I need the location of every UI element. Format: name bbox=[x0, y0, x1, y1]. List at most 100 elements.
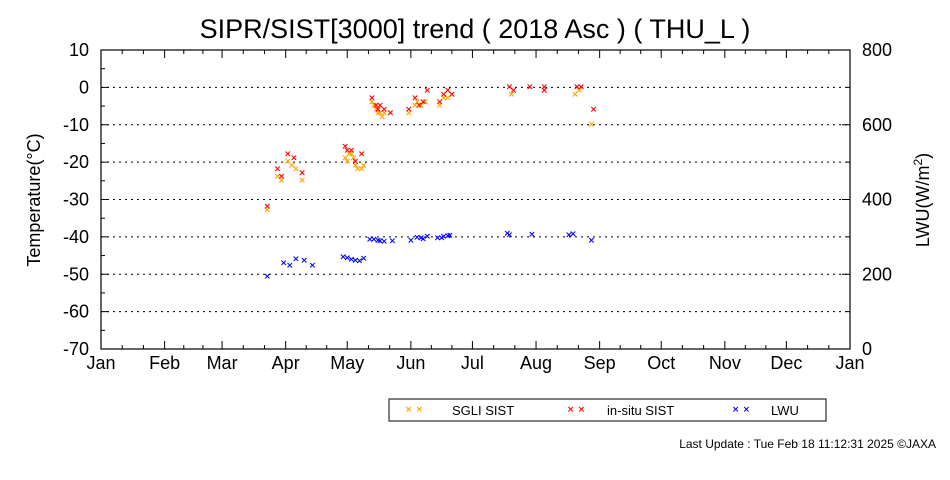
insitu-point: × bbox=[415, 101, 423, 111]
insitu-point: × bbox=[374, 105, 382, 115]
sgli-point: × bbox=[413, 97, 421, 107]
y-axis-label-left: Temperature(°C) bbox=[24, 133, 44, 266]
lwu-point: × bbox=[569, 230, 577, 240]
y-left-ticks: 10 0 -10 -20 -30 -40 -50 -60 -70 bbox=[63, 40, 109, 359]
legend-marker-insitu: × × bbox=[567, 405, 585, 415]
sgli-point: × bbox=[368, 97, 376, 107]
sgli-point: × bbox=[372, 105, 380, 115]
y-left-tick-label: -50 bbox=[63, 264, 89, 284]
sgli-point: × bbox=[292, 165, 300, 175]
insitu-point: × bbox=[290, 153, 298, 163]
lwu-point: × bbox=[565, 230, 573, 240]
y-left-tick-label: 10 bbox=[69, 40, 89, 60]
lwu-point: × bbox=[434, 234, 442, 244]
chart-title: SIPR/SIST[3000] trend ( 2018 Asc ) ( THU… bbox=[200, 14, 751, 44]
y-left-tick-label: -10 bbox=[63, 115, 89, 135]
y-left-tick-label: -70 bbox=[63, 339, 89, 359]
y-right-tick-label: 400 bbox=[862, 190, 892, 210]
insitu-point: × bbox=[274, 165, 282, 175]
insitu-point: × bbox=[405, 105, 413, 115]
x-tick-label: Feb bbox=[149, 353, 180, 373]
lwu-point: × bbox=[504, 229, 512, 239]
legend-label-insitu: in-situ SIST bbox=[607, 403, 674, 418]
lwu-point: × bbox=[528, 230, 536, 240]
lwu-point: × bbox=[292, 254, 300, 264]
y-left-tick-label: -40 bbox=[63, 227, 89, 247]
lwu-point: × bbox=[309, 261, 317, 271]
y-left-tick-label: -30 bbox=[63, 190, 89, 210]
legend-box bbox=[388, 398, 827, 422]
sgli-point: × bbox=[588, 120, 596, 130]
legend-label-lwu: LWU bbox=[771, 403, 799, 418]
lwu-point: × bbox=[588, 236, 596, 246]
lwu-point: × bbox=[374, 236, 382, 246]
lwu-point: × bbox=[444, 232, 452, 242]
sgli-point: × bbox=[288, 161, 296, 171]
x-tick-label: Aug bbox=[520, 353, 552, 373]
x-tick-label: Jan bbox=[86, 353, 115, 373]
lwu-point: × bbox=[286, 261, 294, 271]
legend-label-sgli: SGLI SIST bbox=[452, 403, 514, 418]
insitu-point: × bbox=[372, 101, 380, 111]
sgli-point: × bbox=[263, 206, 271, 216]
x-tick-label: Nov bbox=[709, 353, 741, 373]
insitu-point: × bbox=[298, 168, 306, 178]
insitu-point: × bbox=[411, 94, 419, 104]
sgli-point: × bbox=[387, 109, 395, 119]
x-tick-label: Jan bbox=[835, 353, 864, 373]
lwu-point: × bbox=[280, 258, 288, 268]
sgli-point: × bbox=[370, 101, 378, 111]
insitu-point: × bbox=[343, 146, 351, 156]
sgli-point: × bbox=[343, 157, 351, 167]
insitu-point: × bbox=[284, 150, 292, 160]
sgli-point: × bbox=[444, 94, 452, 104]
lwu-point: × bbox=[376, 237, 384, 247]
lwu-point: × bbox=[380, 237, 388, 247]
sgli-point: × bbox=[298, 176, 306, 186]
x-tick-label: Sep bbox=[584, 353, 616, 373]
insitu-point: × bbox=[510, 86, 518, 96]
sgli-point: × bbox=[350, 153, 358, 163]
sgli-point: × bbox=[358, 165, 366, 175]
insitu-point: × bbox=[341, 142, 349, 152]
y-left-tick-label: -60 bbox=[63, 302, 89, 322]
y-right-tick-label: 800 bbox=[862, 40, 892, 60]
lwu-point: × bbox=[419, 234, 427, 244]
legend-marker-lwu: × × bbox=[732, 405, 750, 415]
lwu-point: × bbox=[356, 257, 364, 267]
sgli-point: × bbox=[348, 150, 356, 160]
x-tick-label: Dec bbox=[770, 353, 802, 373]
lwu-point: × bbox=[413, 233, 421, 243]
lwu-point: × bbox=[300, 256, 308, 266]
lwu-point: × bbox=[407, 236, 415, 246]
x-tick-label: Jul bbox=[461, 353, 484, 373]
insitu-point: × bbox=[590, 105, 598, 115]
insitu-point: × bbox=[263, 202, 271, 212]
insitu-point: × bbox=[376, 101, 384, 111]
lwu-point: × bbox=[343, 254, 351, 264]
y-axis-label-right-main: LWU(W/m bbox=[913, 166, 933, 248]
insitu-point: × bbox=[577, 82, 585, 92]
sgli-point: × bbox=[378, 112, 386, 122]
insitu-point: × bbox=[540, 86, 548, 96]
data-points: ×××××××××××××××××××××××× ××××× ×××× × × ×××××… bbox=[263, 82, 597, 282]
insitu-point: × bbox=[444, 86, 452, 96]
sgli-point: × bbox=[440, 94, 448, 104]
x-tick-label: Mar bbox=[207, 353, 238, 373]
insitu-point: × bbox=[419, 97, 427, 107]
lwu-point: × bbox=[370, 235, 378, 245]
lwu-point: × bbox=[360, 254, 368, 264]
sgli-point: × bbox=[405, 109, 413, 119]
sgli-point: × bbox=[354, 165, 362, 175]
sgli-point: × bbox=[376, 109, 384, 119]
sgli-point: × bbox=[380, 109, 388, 119]
insitu-point: × bbox=[387, 109, 395, 119]
lwu-point: × bbox=[506, 230, 514, 240]
sgli-point: × bbox=[421, 97, 429, 107]
sgli-point: × bbox=[341, 153, 349, 163]
sgli-point: × bbox=[352, 161, 360, 171]
x-tick-label: Jun bbox=[396, 353, 425, 373]
x-tick-label: Oct bbox=[647, 353, 675, 373]
sgli-point: × bbox=[274, 172, 282, 182]
